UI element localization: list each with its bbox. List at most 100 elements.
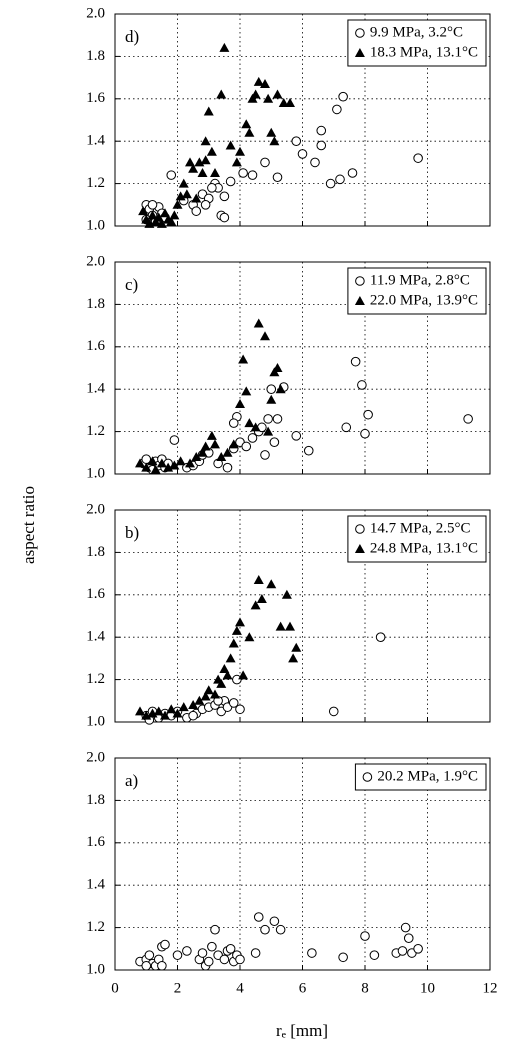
triangle-point <box>281 589 292 599</box>
triangle-point <box>213 674 224 684</box>
y-tick-label: 1.2 <box>86 919 105 935</box>
triangle-point <box>135 458 145 468</box>
triangle-point <box>222 670 233 680</box>
panel-label: d) <box>125 27 139 46</box>
legend-box <box>347 267 487 315</box>
triangle-point <box>241 119 252 129</box>
circle-point <box>397 946 408 956</box>
panel-label: a) <box>125 771 138 790</box>
y-axis-title: aspect ratio <box>19 486 38 564</box>
triangle-point <box>225 140 236 150</box>
legend-label: 11.9 MPa, 2.8°C <box>370 272 470 288</box>
triangle-point <box>138 206 149 216</box>
triangle-point <box>238 670 249 680</box>
triangle-point <box>188 700 199 710</box>
legend: 14.7 MPa, 2.5°C 24.8 MPa, 13.1°C <box>347 515 487 563</box>
panel-label: c) <box>125 275 138 294</box>
y-tick-label: 1.4 <box>86 629 105 645</box>
circle-point <box>357 380 367 390</box>
legend-label: 18.3 MPa, 13.1°C <box>370 44 478 60</box>
x-tick-label: 10 <box>420 980 435 996</box>
circle-point <box>207 183 217 193</box>
circle-point <box>375 632 386 643</box>
triangle-point <box>263 426 274 436</box>
circle-point <box>316 140 327 151</box>
triangle-point <box>206 430 217 440</box>
y-tick-label: 1.4 <box>86 381 105 397</box>
triangle-point <box>172 708 183 718</box>
triangle-point <box>260 78 270 88</box>
circle-point <box>338 91 348 102</box>
plot-frame <box>114 757 491 971</box>
circle-point <box>166 170 177 180</box>
triangle-point <box>153 706 164 716</box>
triangle-point <box>235 399 245 409</box>
y-tick-label: 1.2 <box>86 671 105 687</box>
y-tick-label: 1.6 <box>86 338 105 354</box>
triangle-point <box>147 456 158 466</box>
legend-label: 24.8 MPa, 13.1°C <box>370 540 478 556</box>
y-tick-label: 1.8 <box>86 48 105 64</box>
triangle-point <box>231 625 242 635</box>
triangle-point <box>244 418 255 428</box>
triangle-point <box>200 155 211 165</box>
circle-point <box>260 157 270 168</box>
circle-point <box>147 200 158 210</box>
circle-point <box>303 445 314 456</box>
circle-point <box>263 414 273 424</box>
triangle-point <box>266 394 277 404</box>
triangle-point <box>200 691 211 701</box>
circle-point <box>253 912 264 922</box>
y-tick-label: 2.0 <box>86 253 105 269</box>
triangle-point <box>166 216 177 226</box>
triangle-point <box>153 212 164 222</box>
circle-point <box>247 170 258 180</box>
triangle-point <box>266 579 277 589</box>
triangle-point <box>178 178 189 188</box>
circle-point <box>141 960 152 971</box>
triangle-point <box>266 127 277 137</box>
y-tick-label: 1.8 <box>86 296 105 312</box>
y-tick-label: 1.6 <box>86 834 105 850</box>
y-tick-label: 1.6 <box>86 90 105 106</box>
plot-frame <box>114 13 491 227</box>
x-axis-title: rₑ [mm] <box>276 1021 328 1040</box>
triangle-point <box>250 89 261 99</box>
circle-point <box>369 950 380 960</box>
triangle-point <box>269 136 280 146</box>
circle-point <box>413 944 423 954</box>
triangle-point <box>200 136 211 146</box>
panel-label: b) <box>125 523 139 542</box>
circle-point <box>225 944 236 954</box>
legend-label: 22.0 MPa, 13.9°C <box>370 292 478 308</box>
triangle-point <box>166 704 177 714</box>
triangle-point <box>210 439 220 449</box>
circle-point <box>203 956 214 967</box>
circle-point <box>363 409 373 420</box>
triangle-point <box>210 689 220 699</box>
y-tick-label: 1.6 <box>86 586 105 602</box>
triangle-point <box>141 462 152 472</box>
circle-point <box>272 172 283 183</box>
triangle-point <box>160 208 170 218</box>
circle-point <box>241 441 252 452</box>
triangle-point <box>238 354 249 364</box>
legend: 9.9 MPa, 3.2°C 18.3 MPa, 13.1°C <box>347 19 487 67</box>
triangle-point <box>172 199 183 209</box>
triangle-point <box>188 163 199 173</box>
legend-label: 20.2 MPa, 1.9°C <box>377 768 478 784</box>
triangle-point <box>203 685 214 695</box>
triangle-point <box>191 452 202 462</box>
triangle-point <box>285 621 295 631</box>
y-tick-label: 2.0 <box>86 749 105 765</box>
triangle-point <box>225 653 236 663</box>
circle-point <box>335 174 345 185</box>
triangle-point <box>222 447 233 457</box>
circle-point <box>266 384 277 395</box>
triangle-point <box>197 168 208 177</box>
circle-point <box>403 933 414 944</box>
circle-point <box>297 149 308 159</box>
triangle-point <box>244 632 255 642</box>
circle-point <box>235 954 245 965</box>
triangle-point <box>219 42 230 52</box>
